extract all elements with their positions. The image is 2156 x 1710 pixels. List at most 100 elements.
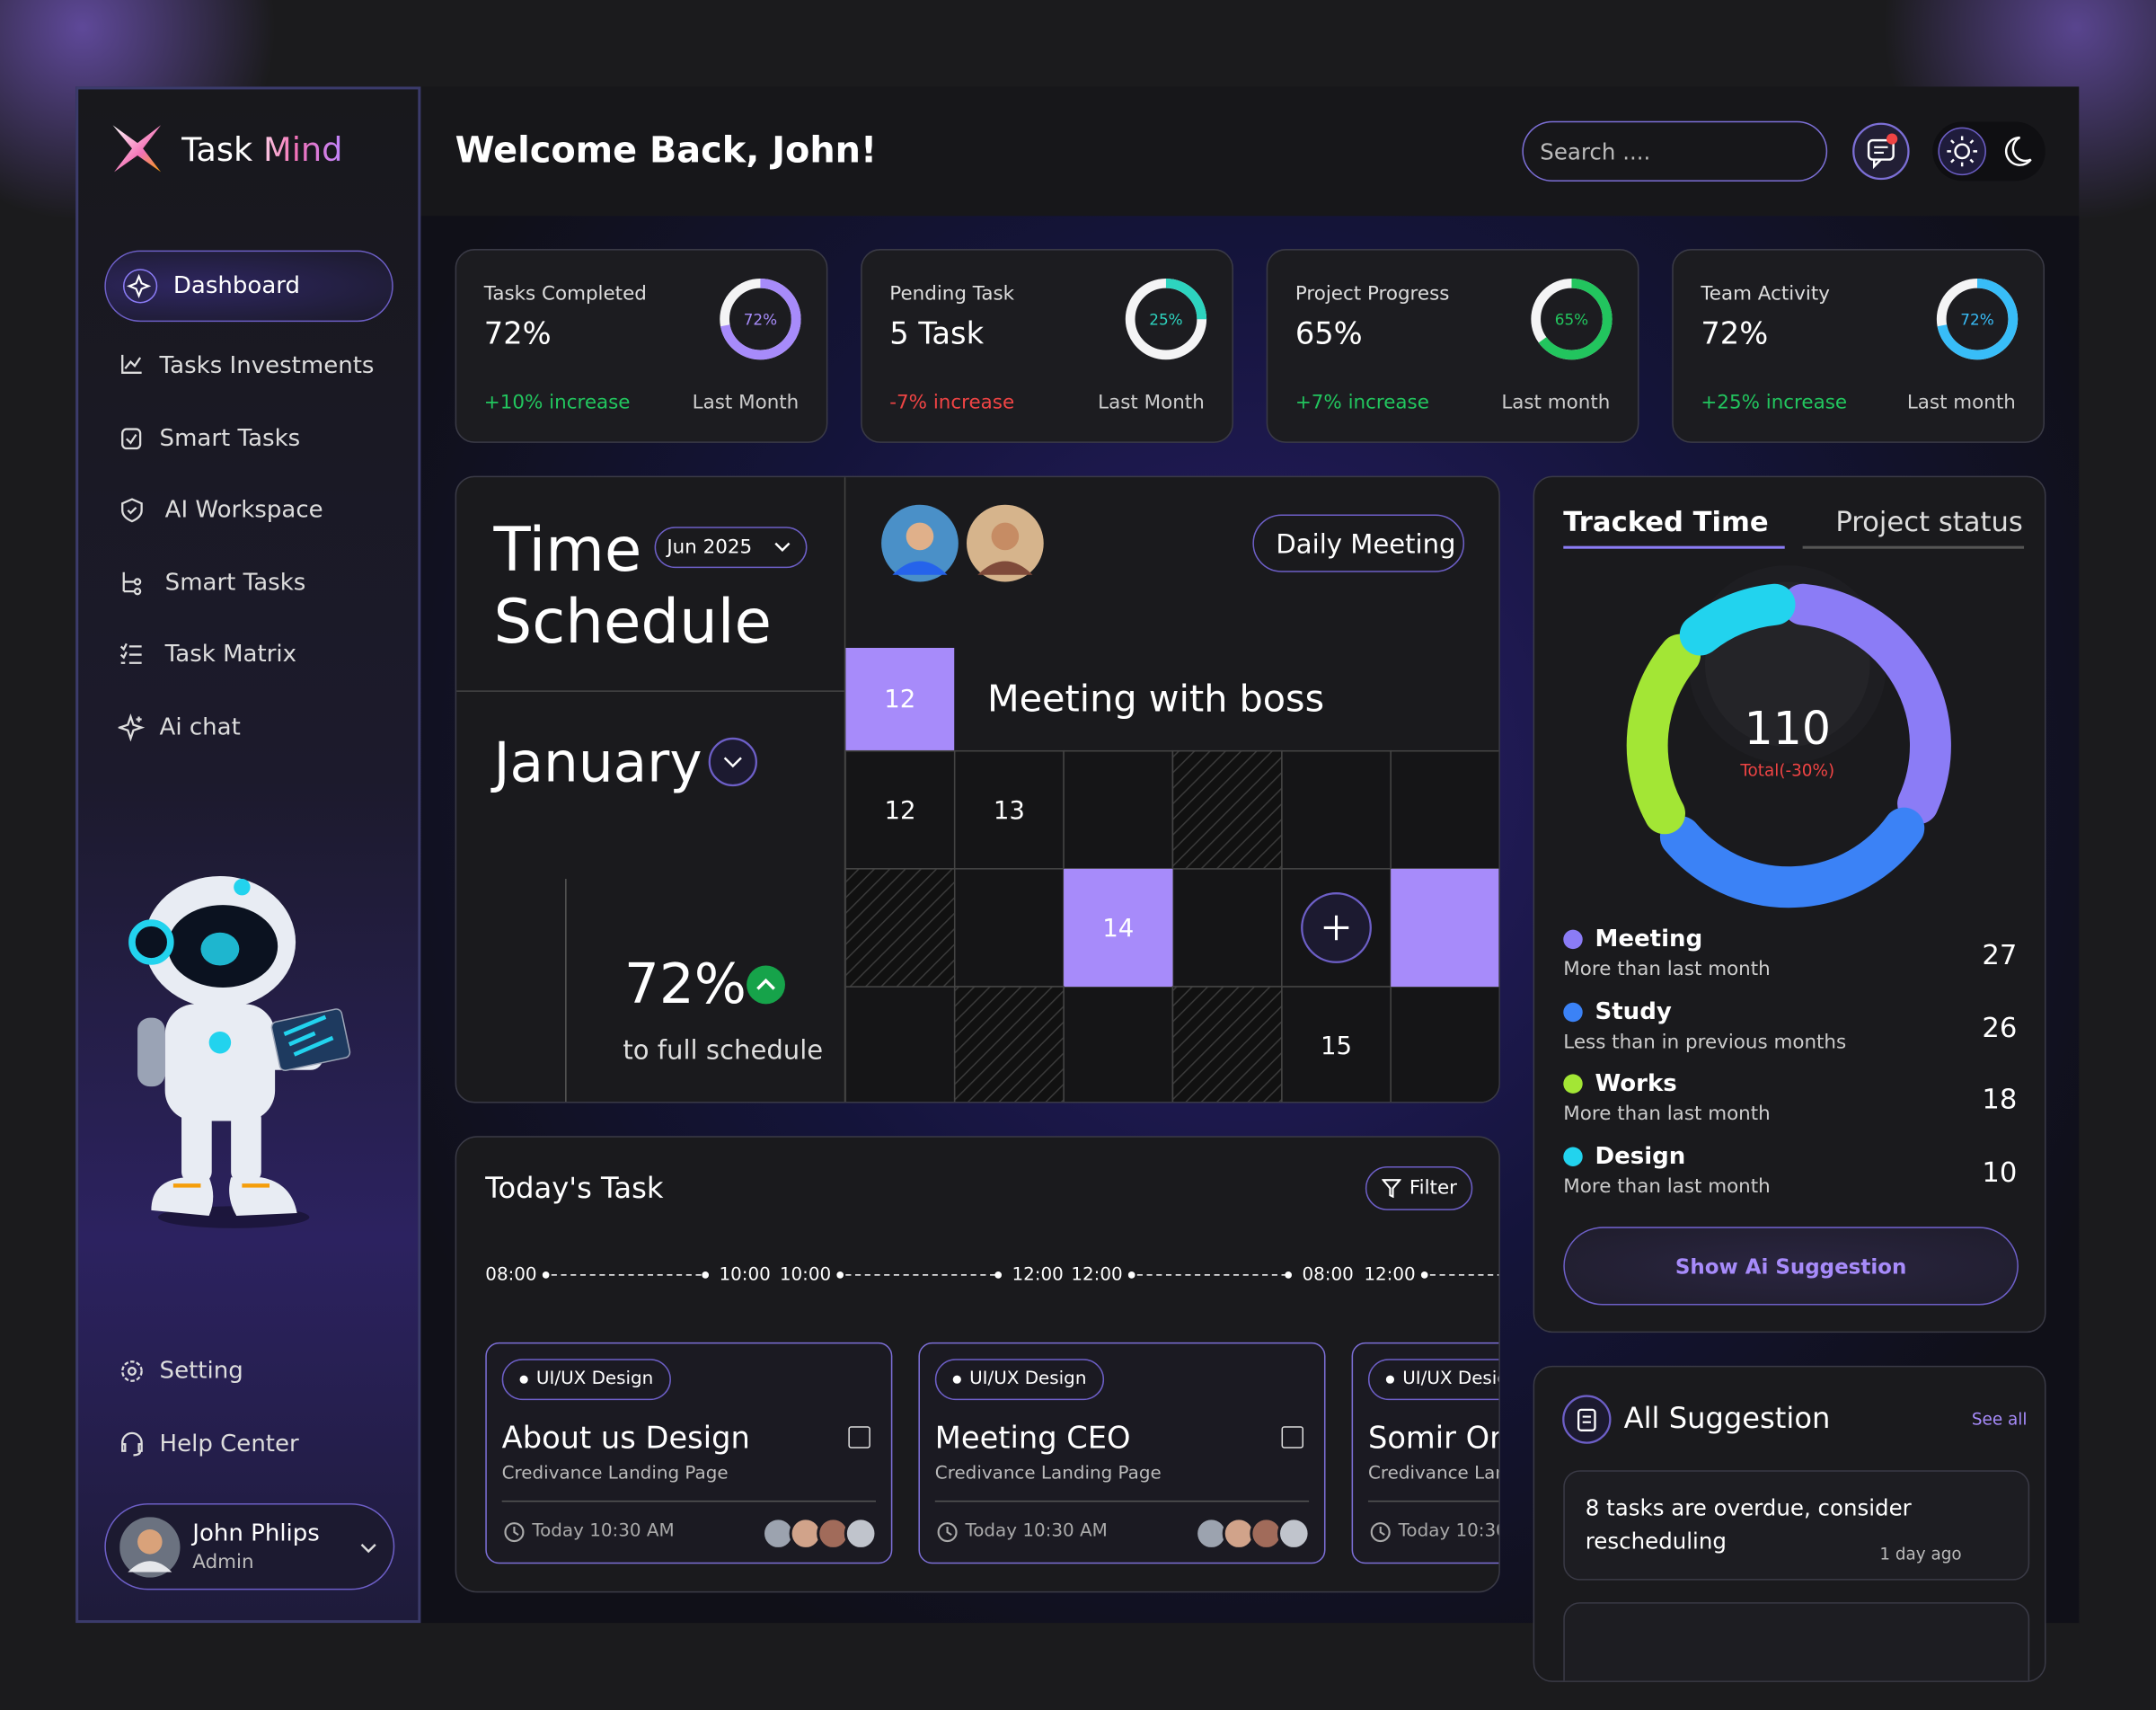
robot-tablet-ui [283,1014,334,1057]
nav-label[interactable]: Task Matrix [164,641,297,669]
nav-label[interactable]: Ai chat [159,713,241,741]
nav-item-active[interactable]: Dashboard [104,250,393,323]
stat-change: -7% increase [889,392,1015,414]
calendar-cell [953,749,1065,870]
user-profile[interactable]: John Phlips Admin [104,1502,395,1590]
stat-card: Project Progress 65% +7% increase Last mont… [1266,249,1639,443]
icon [122,571,135,592]
schedule-caption: to full schedule [623,1035,824,1067]
clock-icon [504,1522,525,1543]
filter-button[interactable]: Filter [1365,1165,1473,1210]
nav-label[interactable]: Smart Tasks [159,424,301,452]
stat-value: 72% [1701,317,1769,352]
nav-label[interactable]: Tasks Investments [159,351,375,380]
clock [937,1522,958,1543]
total-value: 110 [1744,701,1831,756]
nav-label: Dashboard [172,272,301,300]
calendar-date: 14 [1102,914,1134,943]
legend-value: 18 [1982,1082,2018,1116]
daily-meeting-button[interactable]: Daily Meeting [1252,514,1465,572]
user-role: Admin [192,1551,254,1574]
chat-button[interactable] [1851,121,1911,182]
task-card[interactable]: UI/UX Design About us Design Credivance La… [485,1342,893,1564]
tab[interactable]: Project status [1835,504,2023,538]
timeline: 08:00 10:00 10:00 12:00 12:00 08:00 12:00 [485,1263,1499,1284]
task-tag: UI/UX Design [934,1359,1105,1401]
calendar-cell [1390,986,1499,1103]
tag-dot [952,1375,961,1384]
nav-label[interactable]: Help Center [159,1430,299,1457]
stat-label: Team Activity [1701,283,1830,306]
task-tag: UI/UX Design [1367,1359,1499,1401]
nav-icon [121,1360,143,1382]
task-card[interactable]: UI/UX Design Meeting CEO Credivance Landin… [918,1342,1326,1564]
icon [118,713,146,741]
calendar-cell [1171,868,1283,988]
progress-ring: 72% [1936,278,2019,360]
see-all-link[interactable]: See all [1971,1409,2028,1430]
task-checkbox[interactable] [1281,1426,1304,1449]
tab-underline [1563,545,1785,549]
assignee-avatar [761,1517,795,1550]
timeline-dot [702,1271,710,1279]
nav-label[interactable]: Setting [159,1357,243,1386]
task-time: Today 10:30 AM [532,1520,675,1542]
clock-hands [513,1526,519,1537]
ai-suggestion-button[interactable]: Show Ai Suggestion [1563,1227,2019,1306]
event-title: Meeting with boss [986,678,1325,722]
icon [126,433,137,445]
theme-toggle[interactable] [1931,121,2046,182]
calendar-cell [1281,749,1392,870]
chevron[interactable] [358,1542,377,1555]
calendar-cell [1390,749,1499,870]
timeline-dot [994,1271,1003,1279]
stat-value: 72% [483,317,552,352]
chevron-path [360,1543,376,1554]
tab[interactable]: Tracked Time [1563,504,1769,538]
stat-period: Last month [1501,392,1611,414]
suggestion-item [1563,1602,2030,1681]
legend-dot [1563,929,1583,950]
stat-change: +25% increase [1701,392,1848,414]
task-checkbox[interactable] [848,1426,870,1449]
ring-label: 72% [1960,311,1993,329]
calendar-cell [1063,986,1174,1103]
legend-value: 26 [1982,1010,2018,1044]
icon [127,1367,137,1376]
stat-value: 5 Task [889,317,985,352]
robot-illustration [128,875,351,1228]
assignee-avatar [1222,1517,1256,1550]
legend-dot [1563,1002,1583,1022]
nav-label[interactable]: Smart Tasks [164,569,306,597]
robot-leg [231,1107,261,1183]
month-dropdown[interactable] [707,736,759,788]
assignee-avatar [789,1517,823,1550]
timeline-dot [1420,1271,1428,1279]
icon [121,1360,143,1382]
timeline-label: 10:00 [720,1263,771,1284]
month-label: January [493,731,702,795]
legend-name: Works [1595,1070,1677,1098]
clock-icon [937,1522,958,1543]
stat-change: +10% increase [483,392,631,414]
nav-icon [121,354,142,374]
divider [934,1500,1310,1502]
suggestion-item[interactable]: 8 tasks are overdue, consider rescheduli… [1563,1470,2030,1581]
stat-label: Pending Task [889,283,1015,306]
calendar-date: 12 [884,796,915,825]
up-indicator [747,965,785,1005]
progress-ring: 25% [1125,278,1207,360]
calendar-cell-busy [1171,986,1283,1103]
search-box[interactable]: Search .... [1522,120,1828,182]
tasks-title: Today's Task [485,1172,664,1205]
month-picker[interactable]: Jun 2025 [654,527,808,569]
task-title: Somir Ong [1367,1422,1498,1457]
clock-hands [946,1526,952,1537]
tracked-donut [1626,583,1951,908]
task-card[interactable]: UI/UX Design Somir Ong Credivance Landing … [1351,1342,1499,1564]
stat-card: Pending Task 5 Task -7% increase Last Month… [861,249,1233,443]
nav-label[interactable]: AI Workspace [164,496,323,525]
chevron [774,542,791,552]
ring-progress [1125,278,1207,360]
